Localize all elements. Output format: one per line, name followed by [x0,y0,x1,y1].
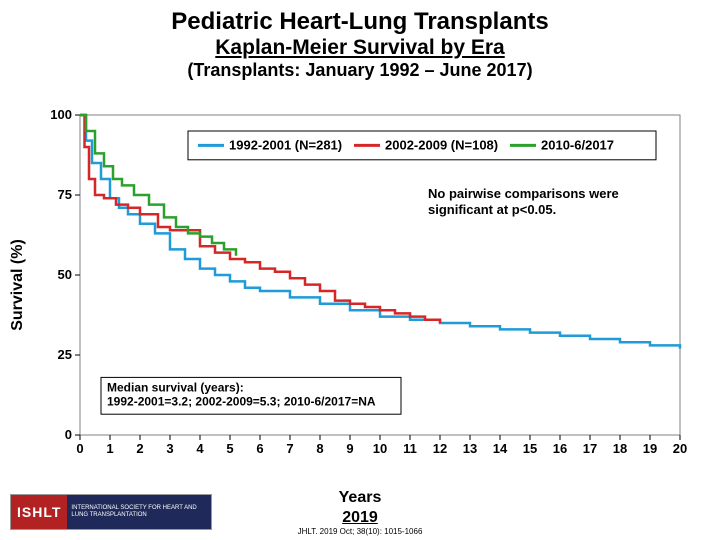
x-tick-label: 7 [286,441,293,456]
x-tick-label: 9 [346,441,353,456]
x-tick-label: 0 [76,441,83,456]
y-tick-label: 25 [58,347,72,362]
y-tick-label: 75 [58,187,72,202]
y-tick-label: 100 [50,107,72,122]
legend-label-1: 2002-2009 (N=108) [385,137,498,152]
title-block: Pediatric Heart-Lung Transplants Kaplan-… [0,0,720,80]
x-tick-label: 20 [673,441,687,456]
x-tick-label: 6 [256,441,263,456]
y-axis-label: Survival (%) [9,239,27,331]
y-tick-label: 0 [65,427,72,442]
y-tick-label: 50 [58,267,72,282]
title-line1: Pediatric Heart-Lung Transplants [0,8,720,36]
page-root: Pediatric Heart-Lung Transplants Kaplan-… [0,0,720,540]
x-tick-label: 19 [643,441,657,456]
legend-label-0: 1992-2001 (N=281) [229,137,342,152]
x-tick-label: 16 [553,441,567,456]
note-line2: significant at p<0.05. [428,202,556,217]
x-tick-label: 14 [493,441,508,456]
median-line-0: Median survival (years): [107,380,244,394]
x-tick-label: 12 [433,441,447,456]
x-tick-label: 5 [226,441,233,456]
logo-text: INTERNATIONAL SOCIETY FOR HEART AND LUNG… [67,495,211,529]
x-tick-label: 17 [583,441,597,456]
x-tick-label: 8 [316,441,323,456]
title-line2: Kaplan-Meier Survival by Era [0,36,720,60]
x-tick-label: 11 [403,441,417,456]
x-tick-label: 2 [136,441,143,456]
x-tick-label: 10 [373,441,387,456]
title-line3: (Transplants: January 1992 – June 2017) [0,60,720,81]
x-tick-label: 18 [613,441,627,456]
legend-label-2: 2010-6/2017 [541,137,614,152]
x-tick-label: 13 [463,441,477,456]
ishlt-logo: ISHLT INTERNATIONAL SOCIETY FOR HEART AN… [10,494,212,530]
footer-block: 2019 JHLT. 2019 Oct; 38(10): 1015-1066 [298,509,423,536]
survival-chart: 0255075100012345678910111213141516171819… [30,105,690,465]
footer-year: 2019 [298,509,423,527]
x-axis-label: Years [339,489,382,507]
x-tick-label: 3 [166,441,173,456]
note-line1: No pairwise comparisons were [428,186,619,201]
x-tick-label: 1 [106,441,113,456]
footer-citation: JHLT. 2019 Oct; 38(10): 1015-1066 [298,527,423,536]
x-tick-label: 4 [196,441,204,456]
median-line-1: 1992-2001=3.2; 2002-2009=5.3; 2010-6/201… [107,394,376,408]
logo-acronym: ISHLT [11,495,67,529]
chart-container: Survival (%) Years 025507510001234567891… [30,105,690,465]
x-tick-label: 15 [523,441,537,456]
